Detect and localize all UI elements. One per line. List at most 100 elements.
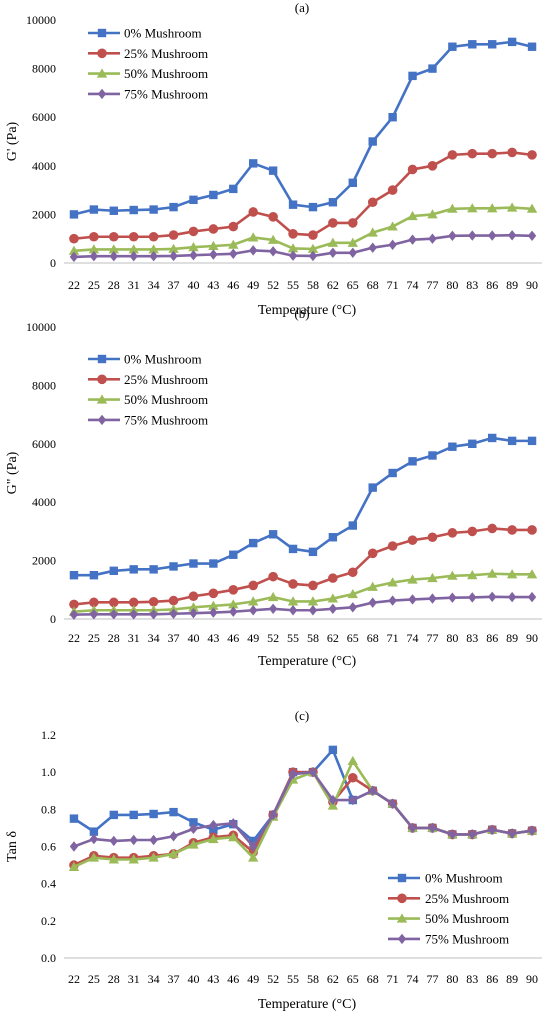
data-point bbox=[228, 599, 239, 609]
data-point bbox=[388, 595, 397, 606]
series-line bbox=[73, 770, 533, 848]
data-point bbox=[507, 37, 517, 47]
legend-label: 75% Mushroom bbox=[124, 412, 208, 427]
data-point bbox=[408, 822, 417, 834]
data-point bbox=[488, 591, 497, 603]
legend-marker bbox=[397, 933, 407, 945]
y-tick-label: 8000 bbox=[32, 378, 56, 392]
data-point bbox=[447, 570, 458, 580]
x-tick-label: 83 bbox=[466, 972, 478, 986]
data-point bbox=[388, 798, 397, 809]
data-point bbox=[308, 605, 318, 616]
data-point bbox=[68, 245, 80, 255]
data-point bbox=[149, 250, 158, 262]
x-tick-label: 71 bbox=[387, 972, 399, 986]
data-point bbox=[407, 164, 418, 175]
data-point bbox=[249, 836, 258, 846]
y-tick-label: 10000 bbox=[26, 320, 56, 334]
data-point bbox=[69, 814, 79, 823]
x-tick-label: 80 bbox=[446, 972, 458, 986]
x-tick-label: 83 bbox=[466, 631, 478, 645]
x-tick-label: 62 bbox=[327, 631, 339, 645]
x-tick-label: 58 bbox=[307, 631, 319, 645]
data-point bbox=[428, 451, 437, 460]
data-point bbox=[268, 571, 278, 582]
data-point bbox=[209, 607, 218, 618]
data-point bbox=[109, 835, 118, 847]
legend-marker bbox=[97, 48, 107, 59]
data-point bbox=[249, 245, 258, 256]
data-point bbox=[488, 824, 497, 835]
data-point bbox=[308, 766, 318, 778]
x-tick-label: 46 bbox=[227, 972, 239, 986]
data-point bbox=[507, 525, 517, 535]
data-point bbox=[448, 829, 457, 840]
legend-marker bbox=[97, 374, 107, 385]
data-point bbox=[208, 833, 219, 844]
chart-panel-1: (a) 0 2000 4000 6000 8000 10000 22 25 28 31 34 37 40 4… bbox=[5, 0, 542, 318]
series-line bbox=[73, 233, 533, 259]
data-point bbox=[387, 221, 398, 231]
legend-marker bbox=[97, 28, 107, 38]
data-point bbox=[149, 809, 158, 819]
data-point bbox=[488, 433, 497, 443]
x-tick-label: 25 bbox=[88, 972, 100, 986]
y-tick-label: 10000 bbox=[26, 13, 56, 27]
x-tick-label: 71 bbox=[387, 278, 399, 292]
data-point bbox=[367, 581, 378, 591]
y-tick-label: 4000 bbox=[32, 495, 56, 509]
data-point bbox=[68, 861, 80, 871]
data-point bbox=[328, 218, 338, 228]
data-point bbox=[427, 209, 438, 219]
data-point bbox=[388, 239, 397, 250]
data-point bbox=[387, 185, 398, 195]
data-point bbox=[189, 250, 198, 261]
x-tick-label: 43 bbox=[207, 631, 219, 645]
y-tick-label: 0.0 bbox=[41, 951, 56, 965]
y-axis-title: G' (Pa) bbox=[5, 121, 20, 161]
x-tick-label: 58 bbox=[307, 972, 319, 986]
data-point bbox=[69, 841, 79, 852]
x-tick-label: 71 bbox=[387, 631, 399, 645]
x-tick-label: 49 bbox=[247, 278, 259, 292]
data-point bbox=[69, 251, 79, 263]
data-point bbox=[467, 148, 478, 159]
data-point bbox=[128, 597, 139, 608]
data-point bbox=[448, 592, 457, 603]
data-point bbox=[408, 457, 417, 466]
data-point bbox=[388, 113, 397, 122]
data-point bbox=[208, 600, 219, 610]
x-tick-label: 37 bbox=[168, 631, 180, 645]
series-line bbox=[73, 770, 533, 867]
data-point bbox=[307, 596, 319, 606]
x-tick-label: 89 bbox=[506, 278, 518, 292]
data-point bbox=[169, 608, 178, 619]
series-line bbox=[73, 595, 533, 616]
legend-label: 0% Mushroom bbox=[124, 26, 202, 41]
data-point bbox=[128, 244, 139, 254]
data-point bbox=[507, 591, 517, 603]
data-point bbox=[288, 768, 298, 780]
x-tick-label: 46 bbox=[227, 278, 239, 292]
data-point bbox=[468, 230, 477, 241]
series-25-mushroom bbox=[69, 523, 537, 610]
data-point bbox=[208, 240, 219, 250]
data-point bbox=[287, 596, 299, 606]
data-point bbox=[308, 250, 318, 262]
data-point bbox=[468, 40, 477, 49]
data-point bbox=[308, 580, 318, 591]
data-point bbox=[328, 603, 338, 614]
data-point bbox=[327, 237, 339, 247]
data-point bbox=[467, 526, 478, 537]
data-point bbox=[168, 230, 179, 240]
data-point bbox=[506, 202, 518, 212]
x-axis-title: Temperature (°C) bbox=[258, 654, 357, 669]
data-point bbox=[347, 772, 358, 783]
data-point bbox=[89, 609, 99, 620]
data-point bbox=[347, 237, 358, 247]
data-point bbox=[169, 202, 178, 212]
data-point bbox=[109, 810, 118, 820]
data-point bbox=[288, 229, 298, 239]
data-point bbox=[89, 827, 99, 836]
